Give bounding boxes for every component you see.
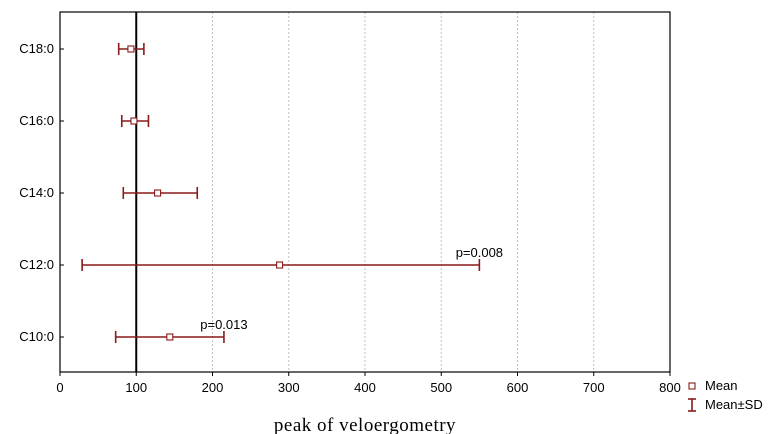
legend-label: Mean±SD: [705, 397, 763, 412]
y-axis-ticks: C18:0 C16:0 C14:0 C12:0 C10:0: [19, 41, 64, 344]
x-tick-label: 800: [659, 380, 681, 395]
mean-point: [130, 117, 138, 125]
error-bars: [81, 43, 481, 343]
p-value-annotation: p=0.008: [456, 245, 503, 260]
legend-mean-icon: [688, 382, 696, 390]
p-value-annotation: p=0.013: [200, 317, 247, 332]
mean-point: [276, 261, 284, 269]
y-tick-label: C14:0: [19, 185, 54, 200]
y-tick-label: C16:0: [19, 113, 54, 128]
x-tick-label: 400: [354, 380, 376, 395]
x-tick-label: 200: [202, 380, 224, 395]
x-tick-label: 0: [56, 380, 63, 395]
x-tick-label: 500: [430, 380, 452, 395]
x-tick-label: 700: [583, 380, 605, 395]
legend-label: Mean: [705, 378, 738, 393]
mean-point: [154, 189, 162, 197]
legend: Mean Mean±SD: [688, 378, 763, 412]
mean-point: [127, 45, 135, 53]
mean-point: [166, 333, 174, 341]
y-tick-label: C18:0: [19, 41, 54, 56]
y-tick-label: C10:0: [19, 329, 54, 344]
x-axis-ticks: 0 100 200 300 400 500 600 700 800: [56, 372, 681, 395]
x-tick-label: 600: [507, 380, 529, 395]
x-tick-label: 300: [278, 380, 300, 395]
grid-lines: [135, 12, 595, 372]
y-tick-label: C12:0: [19, 257, 54, 272]
x-tick-label: 100: [125, 380, 147, 395]
annotations: p=0.008 p=0.013: [200, 245, 503, 332]
x-axis-label: peak of veloergometry: [274, 415, 456, 434]
